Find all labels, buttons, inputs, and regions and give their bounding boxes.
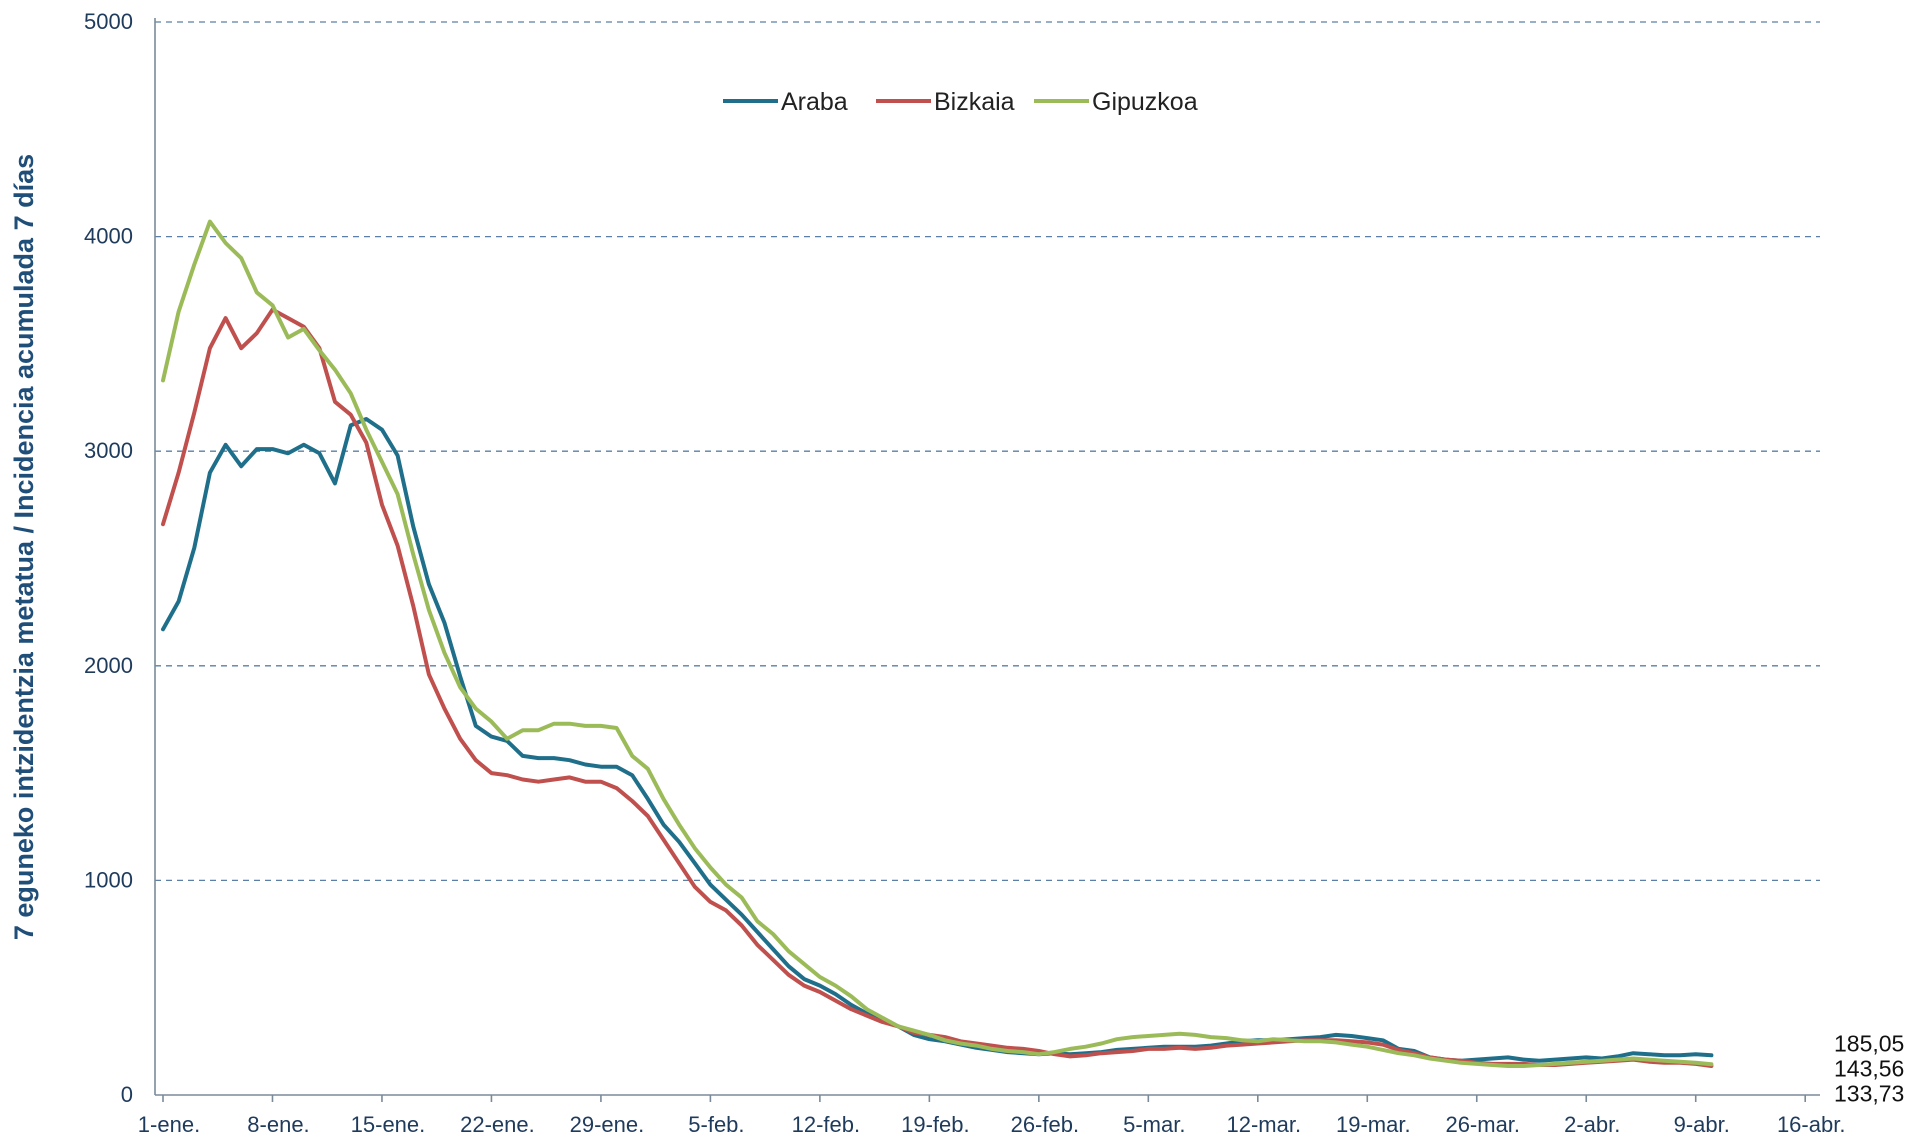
y-tick-label: 1000 xyxy=(84,867,133,892)
series-line-gipuzkoa xyxy=(161,219,1714,1068)
end-label-gipuzkoa: 143,56 xyxy=(1834,1055,1904,1081)
legend-label-gipuzkoa: Gipuzkoa xyxy=(1092,88,1198,116)
end-label-bizkaia: 133,73 xyxy=(1834,1080,1904,1106)
end-label-araba: 185,05 xyxy=(1834,1030,1904,1056)
gridlines xyxy=(155,21,1820,882)
x-tick-label: 12-mar. xyxy=(1227,1112,1302,1137)
axes xyxy=(154,18,1820,1102)
series-line-araba xyxy=(161,417,1714,1063)
x-tick-label: 16-abr. xyxy=(1777,1112,1846,1137)
legend: Araba Bizkaia Gipuzkoa xyxy=(723,88,1198,116)
x-tick-label: 26-mar. xyxy=(1445,1112,1520,1137)
x-tick-label: 29-ene. xyxy=(570,1112,645,1137)
x-tick-label: 1-ene. xyxy=(138,1112,200,1137)
y-tick-label: 4000 xyxy=(84,224,133,249)
legend-label-araba: Araba xyxy=(781,88,848,116)
x-tick-label: 19-mar. xyxy=(1336,1112,1411,1137)
series-lines xyxy=(161,219,1714,1068)
x-tick-labels: 1-ene. 8-ene. 15-ene. 22-ene. 29-ene. 5-feb. 1… xyxy=(138,1112,1846,1137)
legend-label-bizkaia: Bizkaia xyxy=(934,88,1015,116)
series-line-bizkaia xyxy=(161,307,1714,1068)
x-tick-label: 2-abr. xyxy=(1564,1112,1620,1137)
y-tick-label: 5000 xyxy=(84,9,133,34)
y-tick-label: 0 xyxy=(121,1082,133,1107)
x-tick-label: 5-feb. xyxy=(688,1112,744,1137)
y-tick-labels: 0 1000 2000 3000 4000 5000 xyxy=(84,9,133,1107)
x-tick-label: 15-ene. xyxy=(351,1112,426,1137)
x-tick-label: 19-feb. xyxy=(901,1112,970,1137)
x-tick-label: 5-mar. xyxy=(1123,1112,1185,1137)
x-tick-label: 8-ene. xyxy=(247,1112,309,1137)
x-tick-label: 26-feb. xyxy=(1011,1112,1080,1137)
x-tick-label: 9-abr. xyxy=(1674,1112,1730,1137)
y-axis-title: 7 eguneko intzidentzia metatua / Inciden… xyxy=(9,154,39,940)
x-tick-label: 22-ene. xyxy=(460,1112,535,1137)
y-tick-label: 3000 xyxy=(84,438,133,463)
y-tick-label: 2000 xyxy=(84,653,133,678)
x-tick-label: 12-feb. xyxy=(792,1112,861,1137)
